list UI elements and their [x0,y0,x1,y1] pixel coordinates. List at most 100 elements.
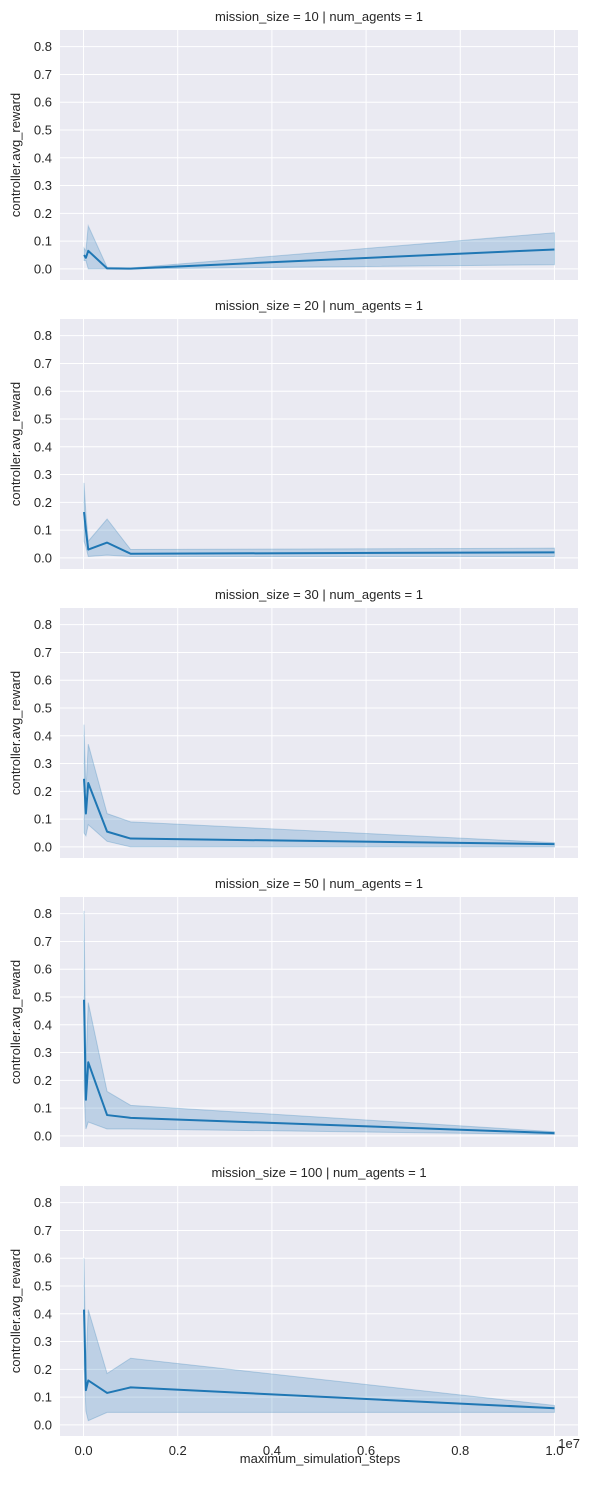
y-tick-label: 0.1 [34,523,52,538]
y-tick-label: 0.3 [34,178,52,193]
plot-area [60,319,578,569]
plot-area [60,897,578,1147]
y-tick-label: 0.2 [34,206,52,221]
y-tick-label: 0.1 [34,1390,52,1405]
y-tick-label: 0.1 [34,234,52,249]
data-point [87,549,89,551]
y-tick-label: 0.3 [34,467,52,482]
y-axis-label: controller.avg_reward [8,382,23,506]
y-tick-label: 0.0 [34,1417,52,1432]
data-point [106,542,108,544]
series-line [83,999,555,1135]
y-tick-label: 0.8 [34,1195,52,1210]
facet-panel: 0.0 0.1 0.2 0.3 0.4 0.5 0.6 0.7 0.8 mission_size … [8,876,578,1147]
x-tick-label: 0.8 [451,1443,469,1458]
data-point [106,1392,108,1394]
y-tick-label: 0.0 [34,839,52,854]
plot-area [60,608,578,858]
y-tick-label: 0.1 [34,812,52,827]
y-tick-label: 0.8 [34,617,52,632]
data-point [130,1117,132,1119]
y-axis-label: controller.avg_reward [8,671,23,795]
panel-title: mission_size = 20 | num_agents = 1 [215,298,423,313]
data-point [106,1114,108,1116]
y-tick-label: 0.7 [34,67,52,82]
y-tick-label: 0.2 [34,1073,52,1088]
data-point [130,1386,132,1388]
series-line [83,511,555,555]
x-tick-label: 0.6 [357,1443,375,1458]
confidence-band [83,724,555,848]
y-axis-label: controller.avg_reward [8,93,23,217]
y-tick-label: 0.0 [34,550,52,565]
y-tick-label: 0.2 [34,495,52,510]
y-tick-label: 0.2 [34,1362,52,1377]
y-tick-label: 0.8 [34,906,52,921]
y-tick-label: 0.4 [34,1017,52,1032]
facet-panel: 0.0 0.1 0.2 0.3 0.4 0.5 0.6 0.7 0.8 mission_size … [8,298,578,569]
data-point [553,1132,555,1134]
confidence-band [83,223,555,270]
y-tick-label: 0.4 [34,439,52,454]
y-tick-label: 0.8 [34,328,52,343]
y-tick-label: 0.7 [34,356,52,371]
y-tick-label: 0.3 [34,1334,52,1349]
panel-title: mission_size = 100 | num_agents = 1 [211,1165,426,1180]
facet-panel: 0.0 0.1 0.2 0.3 0.4 0.5 0.6 0.7 0.8 mission_size … [8,587,578,858]
y-tick-label: 0.6 [34,962,52,977]
panel-title: mission_size = 50 | num_agents = 1 [215,876,423,891]
y-tick-label: 0.4 [34,1306,52,1321]
y-axis-label: controller.avg_reward [8,1249,23,1373]
y-tick-label: 0.6 [34,95,52,110]
data-point [83,511,85,513]
data-point [83,778,85,780]
y-tick-label: 0.3 [34,756,52,771]
data-point [83,999,85,1001]
data-point [85,257,87,259]
plot-area [60,30,578,280]
y-tick-label: 0.7 [34,934,52,949]
data-point [130,268,132,270]
y-tick-label: 0.2 [34,784,52,799]
y-tick-label: 0.6 [34,1251,52,1266]
panel-title: mission_size = 30 | num_agents = 1 [215,587,423,602]
y-tick-label: 0.5 [34,123,52,138]
data-point [85,1389,87,1391]
data-point [553,248,555,250]
series-line [83,248,555,270]
data-point [87,250,89,252]
y-tick-label: 0.5 [34,990,52,1005]
y-tick-label: 0.4 [34,728,52,743]
confidence-band [83,482,555,558]
y-tick-label: 0.1 [34,1101,52,1116]
y-tick-label: 0.3 [34,1045,52,1060]
y-tick-label: 0.5 [34,412,52,427]
data-point [106,831,108,833]
confidence-band [83,910,555,1136]
data-point [130,838,132,840]
panel-title: mission_size = 10 | num_agents = 1 [215,9,423,24]
data-point [87,1379,89,1381]
data-point [553,843,555,845]
y-tick-label: 0.0 [34,1128,52,1143]
x-offset-label: 1e7 [558,1436,580,1451]
data-point [83,254,85,256]
data-point [85,529,87,531]
y-tick-label: 0.7 [34,1223,52,1238]
series-line [83,778,555,846]
data-point [85,1099,87,1101]
x-tick-label: 1.0 [545,1443,563,1458]
y-tick-label: 0.5 [34,701,52,716]
confidence-band [83,1258,555,1422]
y-tick-label: 0.7 [34,645,52,660]
y-tick-label: 0.0 [34,261,52,276]
data-point [553,551,555,553]
data-point [87,1061,89,1063]
series-line [83,1309,555,1410]
y-axis-label: controller.avg_reward [8,960,23,1084]
y-tick-label: 0.8 [34,39,52,54]
plot-area [60,1186,578,1436]
data-point [85,813,87,815]
x-tick-label: 0.4 [263,1443,281,1458]
